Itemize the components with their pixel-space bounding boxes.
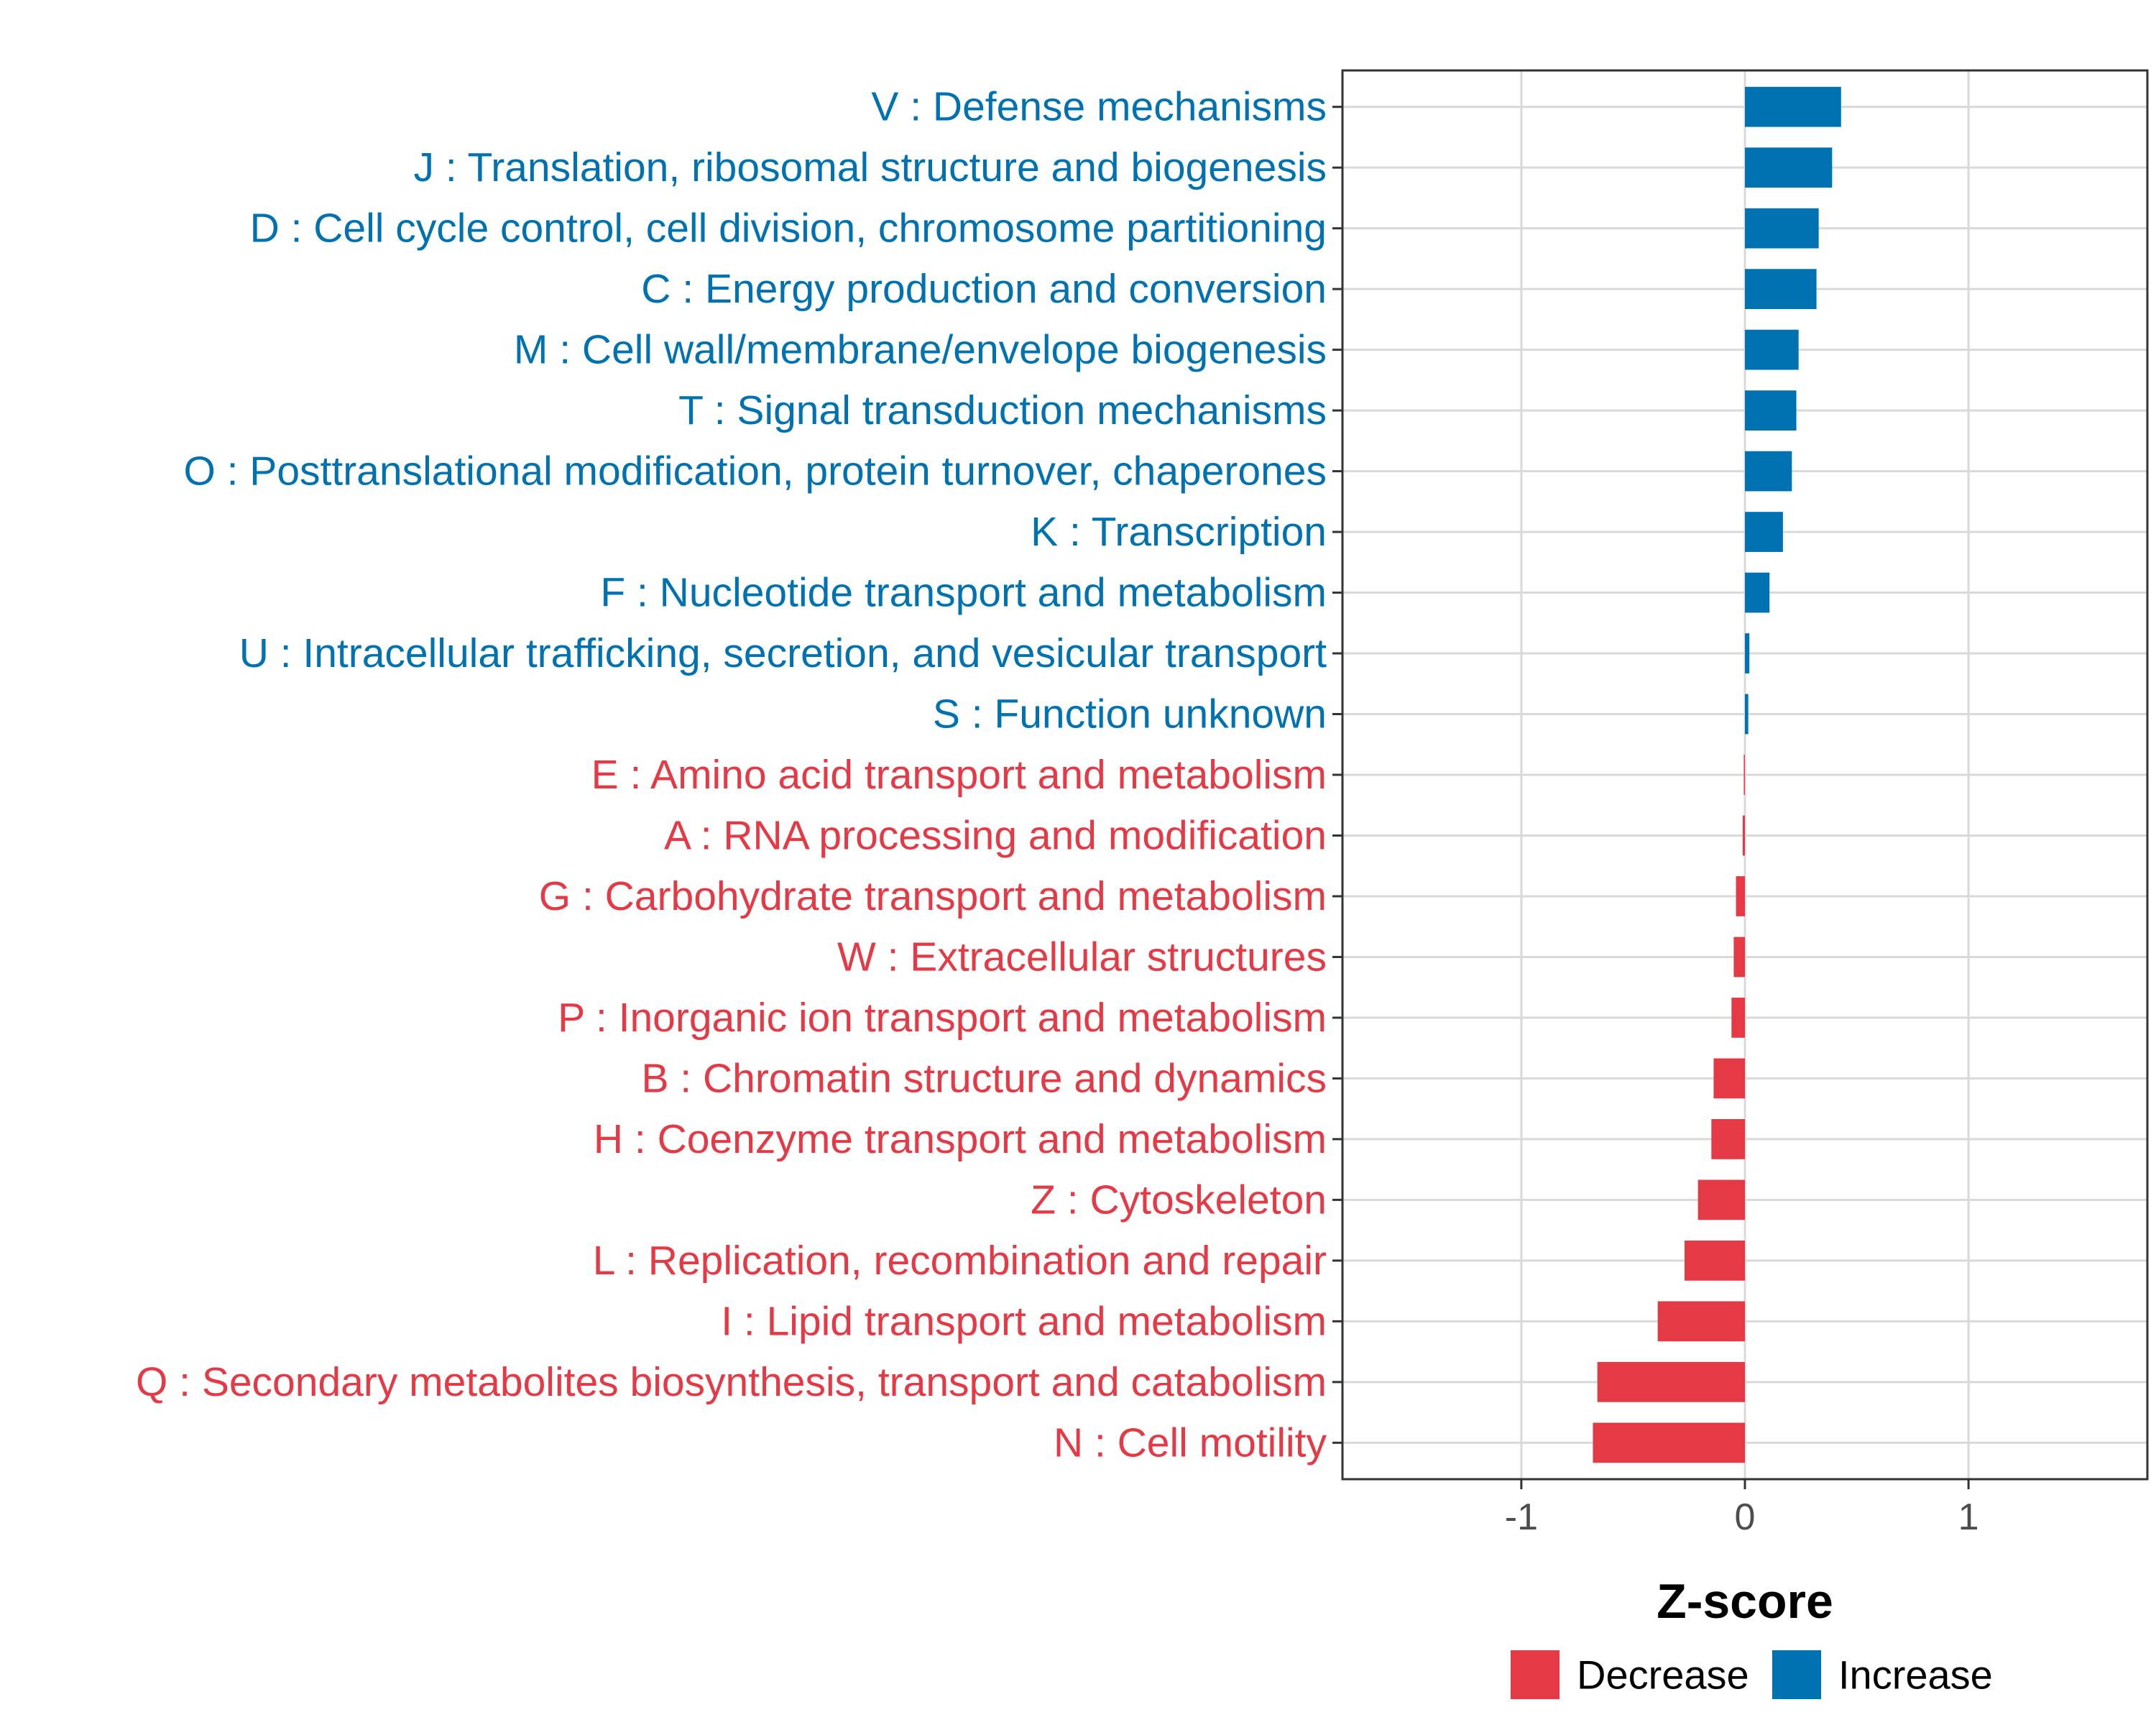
legend-label-increase: Increase xyxy=(1838,1652,1993,1698)
bar xyxy=(1745,451,1792,492)
legend-key-increase xyxy=(1772,1650,1821,1699)
bars xyxy=(1593,86,1841,1463)
y-tick-label: B : Chromatin structure and dynamics xyxy=(641,1055,1327,1101)
y-tick-label: N : Cell motility xyxy=(1054,1420,1327,1466)
bar xyxy=(1742,815,1745,856)
bar xyxy=(1736,876,1745,916)
bar xyxy=(1697,1179,1745,1220)
bar xyxy=(1745,694,1749,735)
y-tick-label: C : Energy production and conversion xyxy=(641,266,1327,312)
y-tick-label: W : Extracellular structures xyxy=(837,934,1327,980)
x-axis-title: Z-score xyxy=(1657,1574,1833,1629)
bar xyxy=(1745,572,1770,613)
bar xyxy=(1745,390,1797,431)
bar xyxy=(1743,755,1745,795)
legend-key-decrease xyxy=(1511,1650,1560,1699)
y-tick-label: A : RNA processing and modification xyxy=(664,812,1327,858)
y-tick-label: L : Replication, recombination and repai… xyxy=(593,1238,1327,1284)
bar xyxy=(1685,1240,1745,1281)
y-tick-label: F : Nucleotide transport and metabolism xyxy=(600,570,1327,616)
legend: Decrease Increase xyxy=(1511,1650,1993,1699)
bar xyxy=(1745,329,1799,370)
y-tick-label: U : Intracellular trafficking, secretion… xyxy=(239,630,1327,676)
bar xyxy=(1657,1301,1745,1342)
y-tick-label: G : Carbohydrate transport and metabolis… xyxy=(539,873,1327,919)
y-tick-label: M : Cell wall/membrane/envelope biogenes… xyxy=(514,327,1327,373)
bar xyxy=(1745,86,1841,127)
y-tick-label: D : Cell cycle control, cell division, c… xyxy=(250,206,1327,252)
bar xyxy=(1597,1361,1745,1402)
bar xyxy=(1745,208,1819,249)
x-tick-label: -1 xyxy=(1505,1496,1538,1538)
x-tick-label: 1 xyxy=(1958,1496,1979,1538)
y-tick-label: P : Inorganic ion transport and metaboli… xyxy=(558,995,1327,1041)
bar xyxy=(1733,937,1745,978)
legend-label-decrease: Decrease xyxy=(1577,1652,1749,1698)
bar xyxy=(1711,1119,1745,1159)
bar xyxy=(1731,998,1745,1038)
bar xyxy=(1713,1058,1745,1099)
y-tick-label: K : Transcription xyxy=(1031,509,1327,555)
bar xyxy=(1745,633,1750,673)
y-tick-label: E : Amino acid transport and metabolism xyxy=(591,752,1327,798)
bar xyxy=(1745,147,1833,188)
y-tick-label: I : Lipid transport and metabolism xyxy=(721,1298,1327,1344)
y-tick-label: O : Posttranslational modification, prot… xyxy=(183,448,1327,494)
y-axis: V : Defense mechanisms J : Translation, r… xyxy=(136,84,1342,1466)
y-tick-label: J : Translation, ribosomal structure and… xyxy=(414,144,1327,190)
bar xyxy=(1593,1422,1745,1463)
y-tick-label: Q : Secondary metabolites biosynthesis, … xyxy=(136,1359,1327,1405)
y-tick-label: S : Function unknown xyxy=(933,691,1327,737)
x-axis: -1 0 1 xyxy=(1505,1479,1979,1538)
bar xyxy=(1745,512,1783,552)
y-tick-label: T : Signal transduction mechanisms xyxy=(678,387,1327,433)
y-tick-label: H : Coenzyme transport and metabolism xyxy=(594,1116,1327,1162)
x-tick-label: 0 xyxy=(1735,1496,1756,1538)
y-tick-label: V : Defense mechanisms xyxy=(871,84,1327,130)
bar xyxy=(1745,269,1817,310)
y-tick-label: Z : Cytoskeleton xyxy=(1031,1177,1327,1223)
